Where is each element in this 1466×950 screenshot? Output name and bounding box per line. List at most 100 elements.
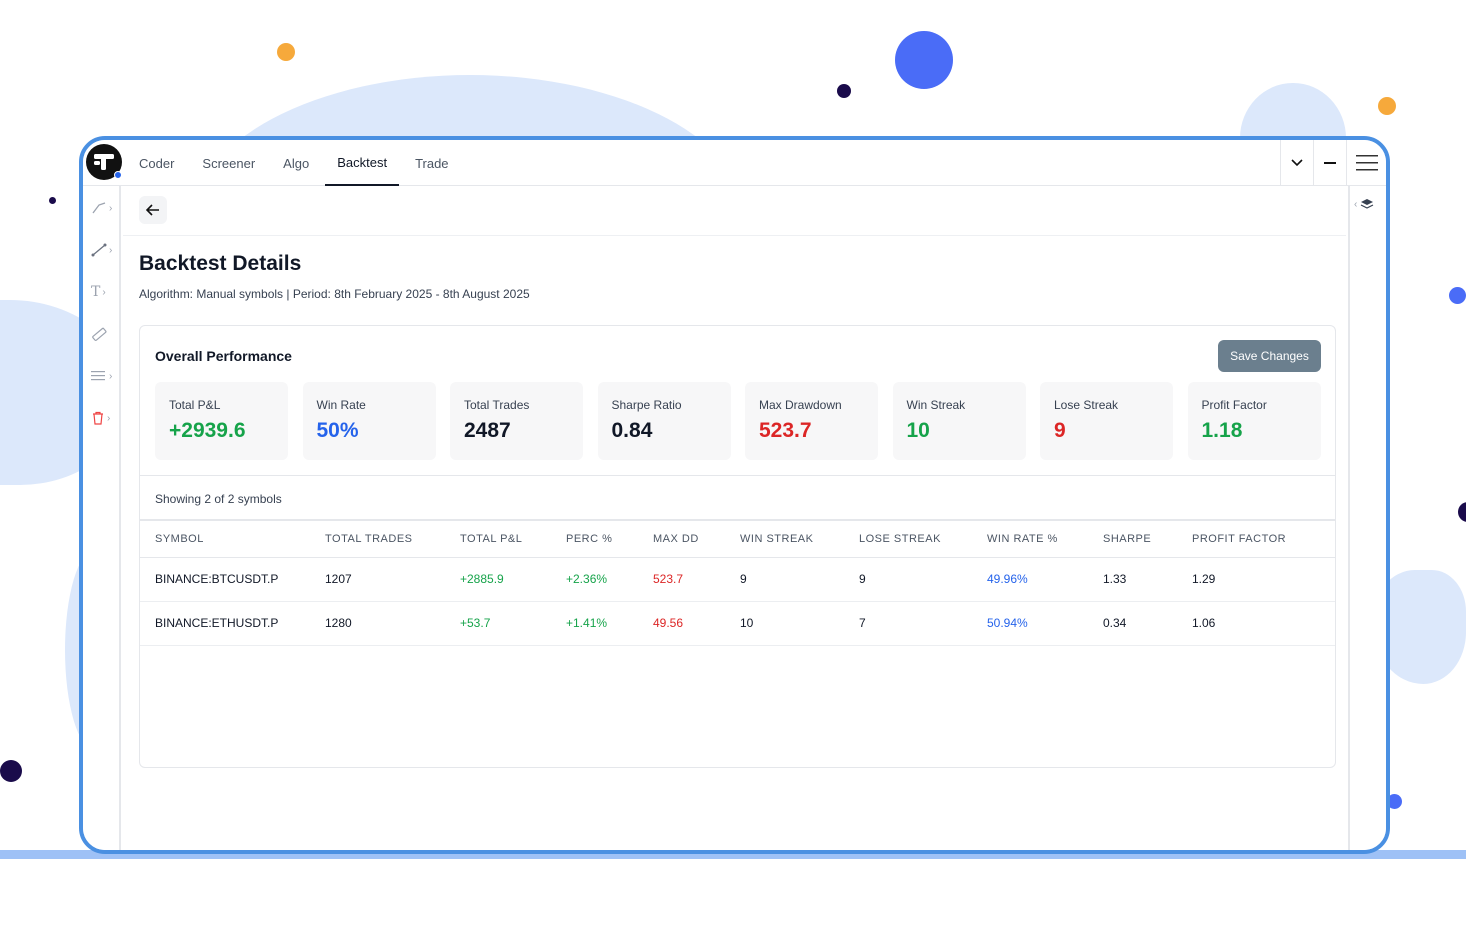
column-header[interactable]: PERC % [566, 532, 613, 545]
column-header[interactable]: TOTAL TRADES [325, 532, 413, 545]
column-header[interactable]: WIN STREAK [740, 532, 814, 545]
lines-tool[interactable]: › [91, 364, 119, 388]
background-dot [49, 197, 56, 204]
showing-count: Showing 2 of 2 symbols [140, 475, 1335, 520]
cell-sharpe: 1.33 [1103, 572, 1127, 586]
metric-win-streak: Win Streak 10 [892, 382, 1026, 460]
column-header[interactable]: SHARPE [1103, 532, 1152, 545]
metrics-row: Total P&L +2939.6 Win Rate 50% Total Tra… [155, 382, 1321, 460]
main-content: Backtest Details Algorithm: Manual symbo… [123, 186, 1346, 850]
metric-sharpe-ratio: Sharpe Ratio 0.84 [597, 382, 731, 460]
column-header[interactable]: SYMBOL [155, 532, 204, 545]
column-header[interactable]: WIN RATE % [987, 532, 1058, 545]
column-header[interactable]: PROFIT FACTOR [1192, 532, 1287, 545]
tab-trade[interactable]: Trade [415, 155, 449, 171]
metric-win-rate: Win Rate 50% [302, 382, 436, 460]
cell-win-streak: 10 [740, 616, 754, 630]
column-header[interactable]: MAX DD [653, 532, 699, 545]
metric-label: Total Trades [464, 398, 530, 412]
cell-total-trades: 1280 [325, 616, 352, 630]
background-dot [277, 43, 295, 61]
metric-profit-factor: Profit Factor 1.18 [1187, 382, 1321, 460]
cell-max-dd: 523.7 [653, 572, 684, 586]
trash-icon [93, 411, 103, 425]
metric-value: 2487 [464, 419, 511, 442]
window-controls [1280, 140, 1386, 186]
column-header[interactable]: LOSE STREAK [859, 532, 941, 545]
metric-label: Win Rate [316, 398, 366, 412]
table-row[interactable]: BINANCE:ETHUSDT.P 1280 +53.7 +1.41% 49.5… [140, 601, 1335, 645]
metric-max-drawdown: Max Drawdown 523.7 [745, 382, 878, 460]
arrow-left-icon [146, 204, 159, 216]
right-panel-strip: ‹ [1348, 186, 1386, 850]
cell-sharpe: 0.34 [1103, 616, 1127, 630]
drawing-toolbar: › › T › › › [83, 186, 121, 850]
tab-algo[interactable]: Algo [283, 155, 310, 171]
minus-icon[interactable] [1313, 140, 1346, 186]
metric-label: Profit Factor [1201, 398, 1267, 412]
metric-label: Win Streak [906, 398, 966, 412]
table-header-row: SYMBOL TOTAL TRADES TOTAL P&L PERC % MAX… [140, 520, 1335, 557]
app-window: Coder Screener Algo Backtest Trade [79, 136, 1390, 854]
metric-value: 0.84 [611, 419, 653, 442]
app-logo-icon[interactable] [86, 144, 122, 180]
metric-value: +2939.6 [169, 419, 246, 442]
layers-button[interactable]: ‹ [1354, 198, 1374, 210]
chevron-down-icon[interactable] [1280, 140, 1313, 186]
performance-title: Overall Performance [155, 348, 292, 364]
cell-lose-streak: 7 [859, 616, 866, 630]
metric-label: Total P&L [169, 398, 221, 412]
cell-win-rate: 50.94% [987, 616, 1028, 630]
layers-icon [1361, 199, 1374, 209]
metric-label: Max Drawdown [759, 398, 842, 412]
cell-total-pnl: +53.7 [460, 616, 491, 630]
text-icon: T [91, 284, 101, 300]
metric-total-pnl: Total P&L +2939.6 [155, 382, 288, 460]
ruler-tool[interactable] [91, 322, 119, 346]
background-dot [1387, 794, 1402, 809]
back-button[interactable] [139, 196, 167, 224]
tab-coder[interactable]: Coder [139, 155, 175, 171]
background-dot [0, 760, 22, 782]
cell-perc: +1.41% [566, 616, 608, 630]
background-dot [837, 84, 851, 98]
page-subtitle: Algorithm: Manual symbols | Period: 8th … [139, 287, 530, 301]
metric-value: 10 [906, 419, 930, 442]
tab-screener[interactable]: Screener [202, 155, 256, 171]
symbols-table: SYMBOL TOTAL TRADES TOTAL P&L PERC % MAX… [140, 519, 1335, 646]
metric-value: 1.18 [1201, 419, 1243, 442]
brush-icon [92, 202, 106, 214]
background-dot [1378, 97, 1396, 115]
back-bar [123, 186, 1346, 236]
brush-tool[interactable]: › [91, 196, 119, 220]
tab-backtest[interactable]: Backtest [325, 140, 400, 186]
background-line [0, 850, 1466, 859]
metric-value: 9 [1054, 419, 1066, 442]
background-dot [1458, 502, 1466, 522]
trend-line-icon [91, 243, 107, 257]
column-header[interactable]: TOTAL P&L [460, 532, 523, 545]
metric-value: 523.7 [759, 419, 812, 442]
metric-total-trades: Total Trades 2487 [450, 382, 583, 460]
status-dot [114, 171, 122, 179]
metric-lose-streak: Lose Streak 9 [1040, 382, 1173, 460]
lines-icon [91, 371, 105, 381]
metric-label: Lose Streak [1054, 398, 1119, 412]
cell-lose-streak: 9 [859, 572, 866, 586]
background-dot [895, 31, 953, 89]
page-title: Backtest Details [139, 252, 302, 275]
cell-perc: +2.36% [566, 572, 608, 586]
cell-profit-factor: 1.06 [1192, 616, 1216, 630]
table-row[interactable]: BINANCE:BTCUSDT.P 1207 +2885.9 +2.36% 52… [140, 557, 1335, 601]
cell-win-streak: 9 [740, 572, 747, 586]
save-changes-button[interactable]: Save Changes [1218, 340, 1321, 372]
text-tool[interactable]: T › [91, 284, 106, 300]
tab-bar: Coder Screener Algo Backtest Trade [127, 140, 465, 186]
line-tool[interactable]: › [91, 238, 119, 262]
cell-profit-factor: 1.29 [1192, 572, 1216, 586]
metric-label: Sharpe Ratio [611, 398, 682, 412]
delete-tool[interactable]: › [91, 406, 119, 430]
cell-total-pnl: +2885.9 [460, 572, 504, 586]
hamburger-menu-icon[interactable] [1346, 140, 1386, 186]
